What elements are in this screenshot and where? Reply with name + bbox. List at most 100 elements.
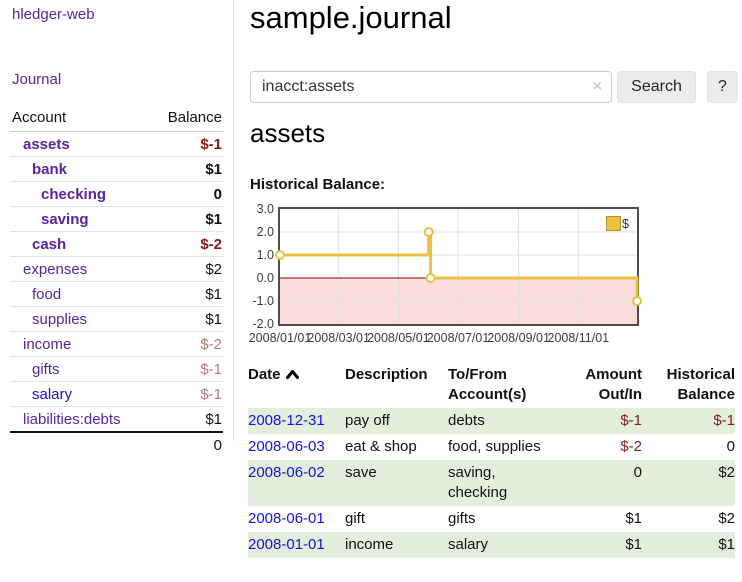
legend-label: $ (622, 216, 629, 231)
register-header-col-0[interactable]: Date (248, 362, 345, 408)
chart-legend: $ (606, 216, 629, 231)
account-row: liabilities:debts $1 (10, 406, 223, 433)
transaction-description: eat & shop (345, 438, 417, 455)
accounts-header-balance: Balance (150, 106, 223, 132)
transaction-date-link[interactable]: 2008-01-01 (248, 536, 325, 553)
clear-search-icon[interactable]: × (592, 78, 602, 95)
transaction-balance: $1 (718, 536, 735, 553)
transaction-date-link[interactable]: 2008-06-03 (248, 438, 325, 455)
y-axis-tick-label: 3.0 (256, 202, 274, 216)
x-axis-tick-label: 2008/01/01 (248, 331, 312, 345)
account-link-saving[interactable]: saving (41, 210, 89, 228)
transaction-amount: 0 (633, 464, 642, 481)
transaction-accounts: gifts (448, 510, 476, 527)
brand-link[interactable]: hledger-web (12, 6, 95, 23)
register-row: 2008-06-03 eat & shop food, supplies $-2 0 (248, 434, 735, 460)
account-link-bank[interactable]: bank (32, 160, 68, 178)
account-row: bank $1 (10, 156, 223, 182)
main-content: sample.journal × Search ? assets Histori… (234, 0, 742, 582)
account-link-checking[interactable]: checking (41, 185, 107, 203)
sort-asc-icon (285, 365, 299, 385)
register-row: 2008-12-31 pay off debts $-1 $-1 (248, 408, 735, 434)
transaction-balance: $-1 (713, 412, 735, 429)
account-row: expenses $2 (10, 256, 223, 282)
transaction-accounts: salary (448, 536, 489, 553)
register-header-col-2: To/From Account(s) (448, 366, 527, 403)
account-balance: $1 (150, 406, 223, 433)
register-row: 2008-01-01 income salary $1 $1 (248, 532, 735, 558)
transaction-description: income (345, 536, 394, 553)
x-axis-tick-label: 2008/05/01 (367, 331, 430, 345)
transaction-description: save (345, 464, 377, 481)
accounts-total-value: 0 (150, 431, 223, 457)
x-axis-tick-label: 2008/11/01 (547, 331, 610, 345)
account-link-salary[interactable]: salary (32, 385, 73, 403)
y-axis-tick-label: -2.0 (252, 317, 274, 331)
account-balance: $1 (150, 156, 223, 182)
transaction-date-link[interactable]: 2008-12-31 (248, 412, 325, 429)
account-row: cash $-2 (10, 231, 223, 257)
account-balance: 0 (150, 181, 223, 207)
account-balance: $2 (150, 256, 223, 282)
search-box: × (250, 71, 612, 103)
x-axis-tick-label: 2008/09/01 (487, 331, 550, 345)
transaction-amount: $-2 (620, 438, 642, 455)
account-balance: $-1 (150, 381, 223, 407)
y-axis-tick-label: -1.0 (252, 294, 274, 308)
register-header-col-4: Historical Balance (666, 366, 735, 403)
legend-swatch-icon (606, 216, 622, 231)
search-button[interactable]: Search (617, 71, 696, 103)
chart-plot-area: $ (275, 207, 642, 326)
balance-chart: $ 3.0 2.0 1.0 0.0 -1.0 -2.0 2008/01/01 2008/03… (240, 202, 642, 347)
transaction-accounts: debts (448, 412, 485, 429)
account-row: salary $-1 (10, 381, 223, 407)
account-link-expenses[interactable]: expenses (23, 260, 88, 278)
account-link-income[interactable]: income (23, 335, 72, 353)
accounts-header-account: Account (10, 106, 151, 132)
transaction-description: pay off (345, 412, 390, 429)
transaction-accounts: saving, checking (448, 464, 508, 501)
y-axis-tick-label: 1.0 (256, 248, 274, 262)
register-header-col-1: Description (345, 366, 428, 383)
x-axis-tick-label: 2008/03/01 (307, 331, 370, 345)
account-row: income $-2 (10, 331, 223, 357)
account-link-supplies[interactable]: supplies (32, 310, 88, 328)
register-row: 2008-06-01 gift gifts $1 $2 (248, 506, 735, 532)
account-balance: $1 (150, 306, 223, 332)
account-balance: $-1 (150, 131, 223, 157)
search-input[interactable] (252, 73, 597, 101)
account-row: saving $1 (10, 206, 223, 232)
chart-line-svg (275, 209, 642, 324)
account-link-liabilities-debts[interactable]: liabilities:debts (23, 410, 121, 428)
sidebar: hledger-web Journal Account Balance asse… (0, 0, 234, 457)
account-balance: $-1 (150, 356, 223, 382)
account-link-cash[interactable]: cash (32, 235, 67, 253)
transaction-date-link[interactable]: 2008-06-02 (248, 464, 325, 481)
account-row: food $1 (10, 281, 223, 307)
transaction-amount: $1 (625, 510, 642, 527)
account-balance: $1 (150, 206, 223, 232)
accounts-table: Account Balance assets $-1 bank $1 checking 0… (10, 106, 223, 457)
transaction-balance: 0 (726, 438, 735, 455)
transaction-balance: $2 (718, 510, 735, 527)
page-title: sample.journal (250, 0, 452, 35)
register-header-col-3: Amount Out/In (585, 366, 642, 403)
transaction-amount: $1 (625, 536, 642, 553)
y-axis-tick-label: 2.0 (256, 225, 274, 239)
account-link-gifts[interactable]: gifts (32, 360, 60, 378)
account-row: supplies $1 (10, 306, 223, 332)
account-heading: assets (250, 118, 326, 148)
account-balance: $1 (150, 281, 223, 307)
account-link-assets[interactable]: assets (23, 135, 70, 153)
register-row: 2008-06-02 save saving, checking 0 $2 (248, 460, 735, 506)
transaction-balance: $2 (718, 464, 735, 481)
transaction-date-link[interactable]: 2008-06-01 (248, 510, 325, 527)
account-row: assets $-1 (10, 131, 223, 157)
account-link-food[interactable]: food (32, 285, 62, 303)
transaction-description: gift (345, 510, 366, 527)
sidebar-item-journal[interactable]: Journal (12, 71, 62, 88)
account-row: checking 0 (10, 181, 223, 207)
chart-caption: Historical Balance: (250, 176, 386, 193)
help-button[interactable]: ? (707, 71, 738, 103)
